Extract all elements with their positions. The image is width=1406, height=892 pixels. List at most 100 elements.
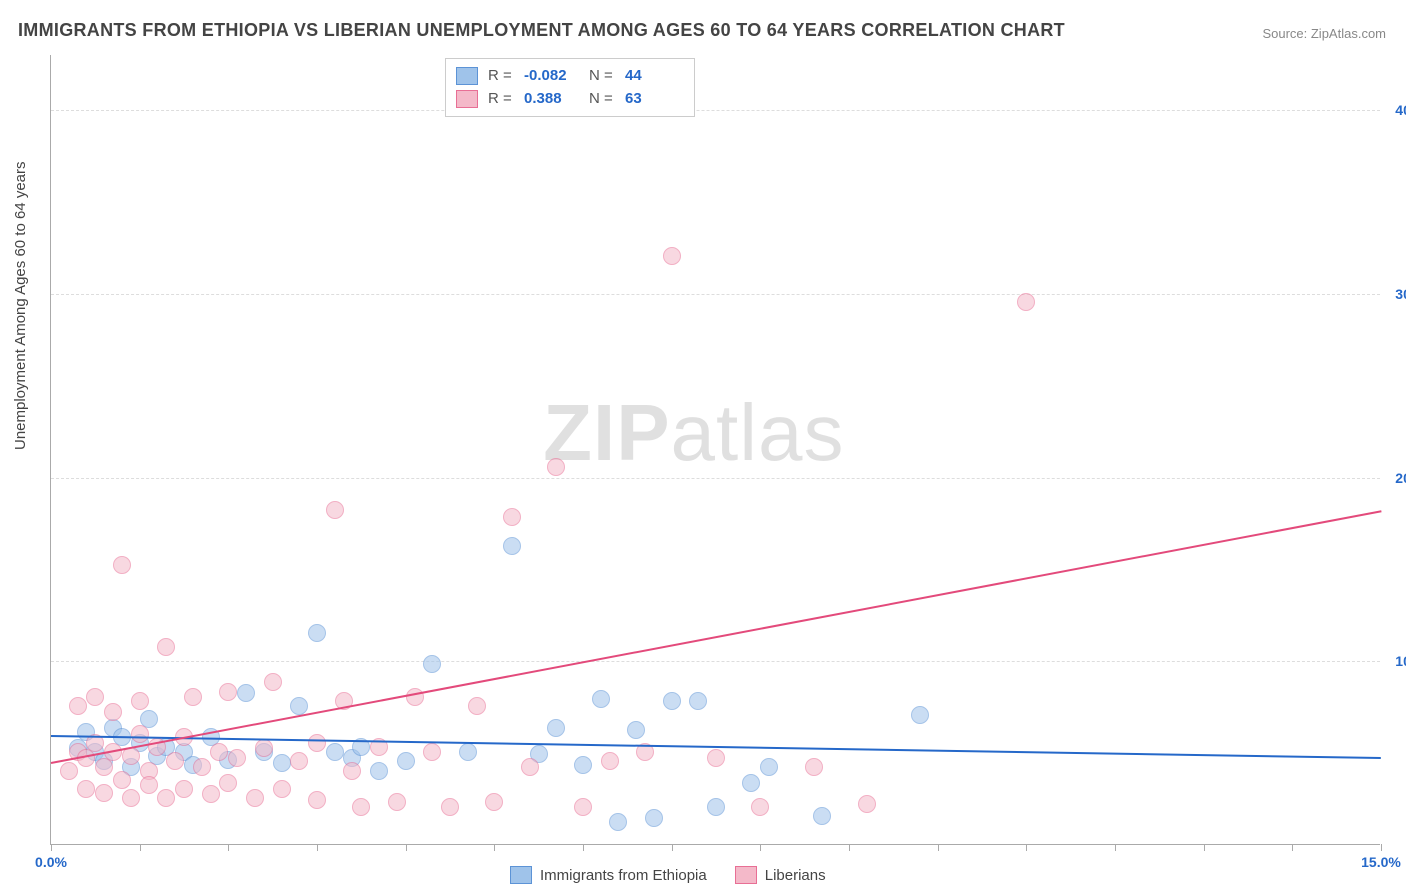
data-point [157,638,175,656]
data-point [547,719,565,737]
data-point [290,752,308,770]
gridline [51,294,1380,295]
data-point [485,793,503,811]
data-point [689,692,707,710]
data-point [547,458,565,476]
data-point [468,697,486,715]
data-point [104,703,122,721]
x-tick [1115,844,1116,851]
data-point [166,752,184,770]
data-point [113,556,131,574]
y-tick-label: 20.0% [1395,470,1406,486]
legend-row: R =-0.082N =44 [456,65,680,88]
trend-line [51,511,1381,765]
data-point [521,758,539,776]
legend-label: Immigrants from Ethiopia [540,867,707,884]
data-point [858,795,876,813]
data-point [441,798,459,816]
n-value: 63 [625,88,680,111]
correlation-legend: R =-0.082N =44R =0.388N =63 [445,58,695,117]
gridline [51,661,1380,662]
data-point [663,247,681,265]
watermark: ZIPatlas [543,387,844,479]
data-point [184,688,202,706]
x-tick [1204,844,1205,851]
x-tick [938,844,939,851]
data-point [140,776,158,794]
data-point [326,501,344,519]
x-tick-label: 15.0% [1361,854,1401,870]
data-point [290,697,308,715]
data-point [193,758,211,776]
legend-item: Liberians [735,866,826,884]
scatter-plot-area: ZIPatlas 10.0%20.0%30.0%40.0%0.0%15.0% [50,55,1380,845]
x-tick [583,844,584,851]
legend-row: R =0.388N =63 [456,88,680,111]
data-point [1017,293,1035,311]
y-tick-label: 10.0% [1395,653,1406,669]
legend-swatch [735,866,757,884]
data-point [308,734,326,752]
n-value: 44 [625,65,680,88]
data-point [503,537,521,555]
data-point [370,762,388,780]
data-point [388,793,406,811]
data-point [423,655,441,673]
data-point [131,725,149,743]
gridline [51,110,1380,111]
chart-title: IMMIGRANTS FROM ETHIOPIA VS LIBERIAN UNE… [18,20,1065,41]
series-legend: Immigrants from Ethiopia Liberians [510,866,826,884]
y-tick-label: 40.0% [1395,102,1406,118]
data-point [308,624,326,642]
data-point [122,789,140,807]
data-point [255,739,273,757]
data-point [273,780,291,798]
legend-swatch [510,866,532,884]
x-tick [140,844,141,851]
data-point [397,752,415,770]
r-label: R = [488,88,514,111]
data-point [113,771,131,789]
data-point [219,774,237,792]
data-point [742,774,760,792]
x-tick [406,844,407,851]
data-point [326,743,344,761]
data-point [246,789,264,807]
legend-swatch [456,90,478,108]
source-label: Source: ZipAtlas.com [1262,26,1386,41]
legend-label: Liberians [765,867,826,884]
x-tick [51,844,52,851]
legend-swatch [456,67,478,85]
data-point [210,743,228,761]
data-point [574,756,592,774]
data-point [343,762,361,780]
data-point [95,784,113,802]
n-label: N = [589,65,615,88]
r-value: 0.388 [524,88,579,111]
x-tick [849,844,850,851]
data-point [503,508,521,526]
data-point [423,743,441,761]
data-point [805,758,823,776]
x-tick [1026,844,1027,851]
data-point [157,789,175,807]
data-point [77,780,95,798]
data-point [751,798,769,816]
x-tick [672,844,673,851]
data-point [813,807,831,825]
gridline [51,478,1380,479]
data-point [60,762,78,780]
data-point [592,690,610,708]
data-point [273,754,291,772]
data-point [663,692,681,710]
data-point [627,721,645,739]
data-point [219,683,237,701]
data-point [645,809,663,827]
data-point [406,688,424,706]
data-point [459,743,477,761]
data-point [175,780,193,798]
data-point [308,791,326,809]
r-label: R = [488,65,514,88]
data-point [352,798,370,816]
x-tick [228,844,229,851]
